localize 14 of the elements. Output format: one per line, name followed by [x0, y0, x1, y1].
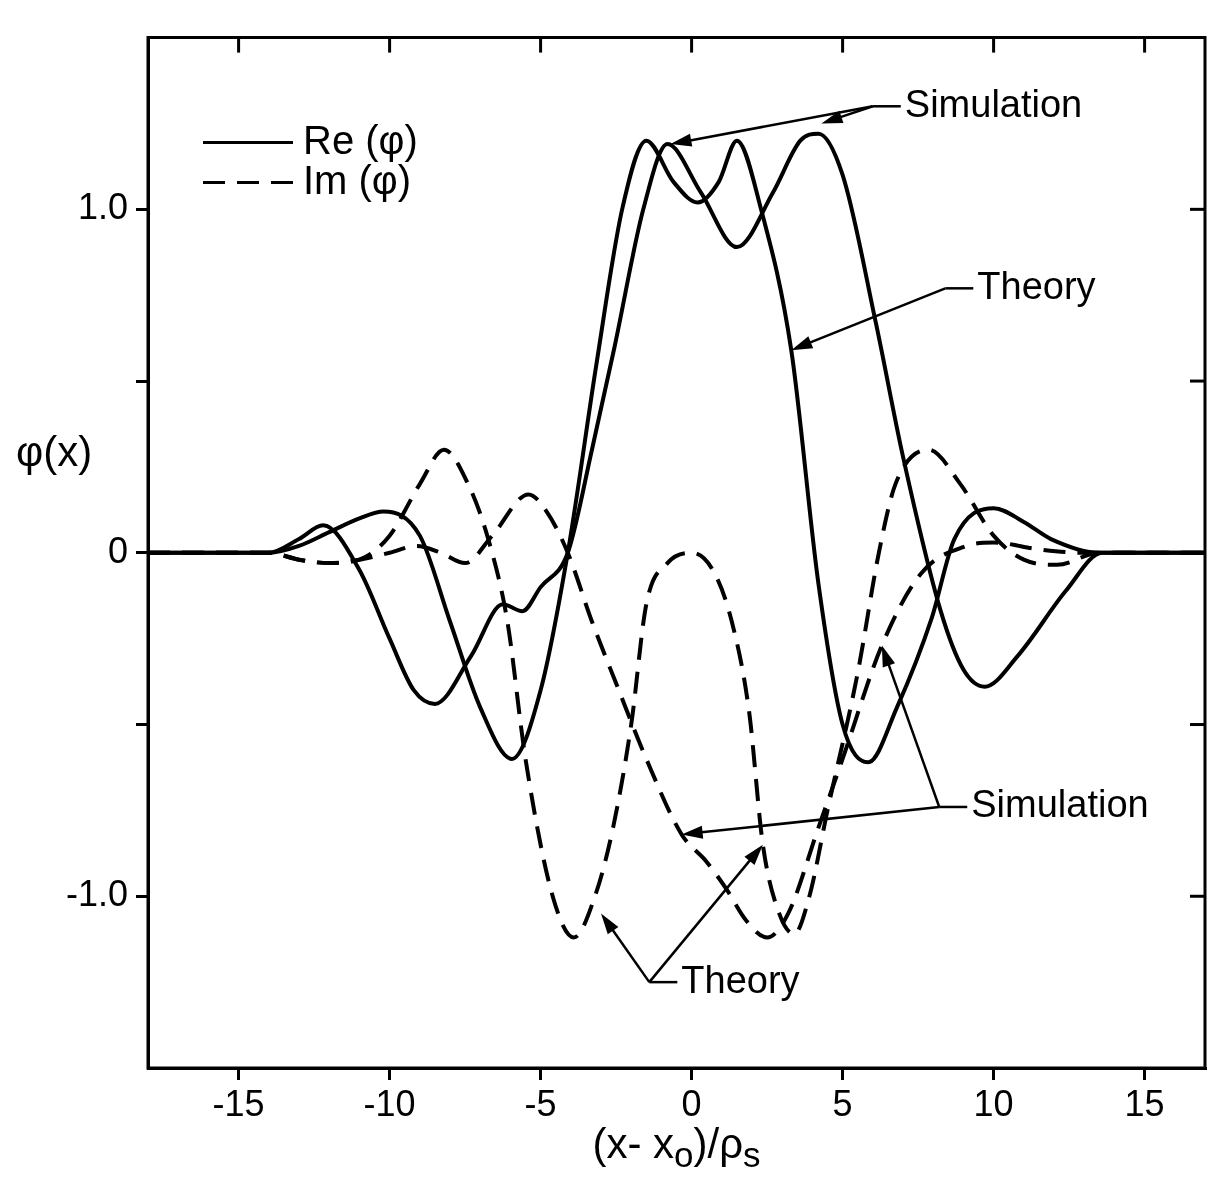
y-tick-label: -1.0: [65, 873, 128, 915]
x-tick-label: 5: [832, 1082, 853, 1124]
x-tick-label: -10: [363, 1082, 416, 1124]
x-tick-label: 10: [973, 1082, 1014, 1124]
y-axis-title: φ(x): [16, 428, 93, 476]
annotation: Simulation: [971, 783, 1149, 826]
annotation: Simulation: [904, 82, 1083, 125]
y-tick-label: 0: [107, 529, 128, 571]
y-tick-label: 1.0: [77, 186, 128, 228]
x-tick-label: -5: [524, 1082, 557, 1124]
x-tick-label: 15: [1124, 1082, 1165, 1124]
annotation: Theory: [977, 264, 1096, 307]
annotation: Theory: [681, 958, 800, 1001]
x-tick-label: -15: [212, 1082, 265, 1124]
